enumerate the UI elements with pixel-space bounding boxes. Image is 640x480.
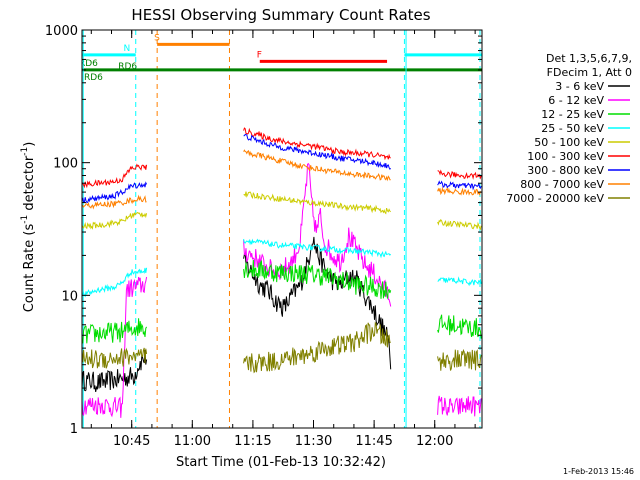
ylabel-superscript: -1 [20,215,30,224]
plot-area: N S F RD6 RD6 RD6 [79,30,482,428]
ylabel-part: ) [22,142,37,147]
legend-label: 12 - 25 keV [541,108,604,121]
x-axis-label: Start Time (01-Feb-13 10:32:42) [176,455,386,470]
series-line [82,133,482,203]
footer-date: 1-Feb-2013 15:46 [563,467,634,476]
axes: 1 10 100 1000 10:45 11:00 11:15 11:30 11:45 12:00 [45,24,483,449]
flag-label: F [257,50,262,60]
legend-label: 6 - 12 keV [548,94,604,107]
legend-label: 50 - 100 keV [534,136,604,149]
legend: Det 1,3,5,6,7,9,FDecim 1, Att 03 - 6 keV… [506,52,632,205]
legend-label: 3 - 6 keV [555,80,604,93]
plot-frame [81,29,483,429]
y-tick-label: 100 [53,157,78,172]
ylabel-part: Count Rate (s [22,224,37,313]
series-line [82,321,482,374]
series-7000-20000kev [82,321,482,374]
y-tick-label: 10 [61,289,78,304]
series-100-300kev [82,127,482,189]
legend-header: FDecim 1, Att 0 [547,66,632,79]
legend-header: Det 1,3,5,6,7,9, [546,52,632,65]
x-tick-label: 11:30 [295,434,332,449]
ylabel-superscript: -1 [20,147,30,156]
legend-label: 100 - 300 keV [527,150,604,163]
x-tick-label: 11:15 [234,434,271,449]
series-12-25kev [82,259,482,344]
series-line [82,149,482,210]
legend-label: 25 - 50 keV [541,122,604,135]
legend-label: 7000 - 20000 keV [506,192,604,205]
series-300-800kev [82,133,482,203]
flag-label: S [154,33,160,43]
legend-label: 800 - 7000 keV [520,178,604,191]
plot-inner: N S F RD6 RD6 RD6 [79,30,482,428]
series-50-100kev [82,191,482,231]
series-3-6kev [82,236,392,392]
legend-label: 300 - 800 keV [527,164,604,177]
rd6-label: RD6 [84,73,103,83]
series-800-7000kev [82,149,482,210]
x-tick-label: 10:45 [113,434,150,449]
series-line [82,238,482,298]
series-line [82,127,482,189]
series-line [82,236,392,392]
series-line [82,259,482,344]
series-line [82,191,482,231]
chart-title: HESSI Observing Summary Count Rates [131,6,430,24]
rd6-label-top: RD6 [118,62,137,72]
ylabel-part: detector [22,155,37,215]
flag-label: RD6 [79,59,98,69]
x-tick-label: 12:00 [416,434,453,449]
y-tick-label: 1000 [45,24,78,39]
series-25-50kev [82,238,482,298]
x-tick-label: 11:00 [174,434,211,449]
flag-label: N [123,44,130,54]
y-tick-label: 1 [70,422,78,437]
y-axis-label: Count Rate (s-1 detector-1) [20,142,37,313]
x-tick-label: 11:45 [355,434,392,449]
